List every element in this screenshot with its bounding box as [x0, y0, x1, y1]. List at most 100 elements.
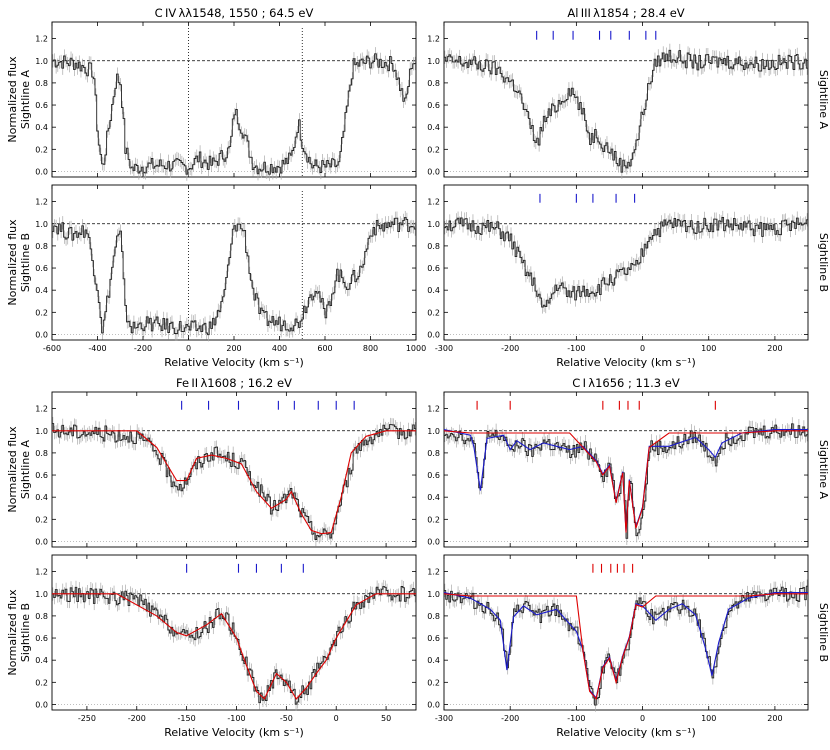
y-tick-label: 1.2: [427, 568, 440, 577]
panel: 0.0 0.2 0.4 0.6 0.8 1.0 1.2 -600 -400 -200 0 200 400…: [6, 184, 426, 353]
y-tick-label: 0.0: [427, 167, 440, 176]
sightline-label-right: Sightline A: [817, 70, 830, 130]
y-tick-label: 0.0: [35, 330, 48, 339]
y-tick-label: 1.0: [427, 220, 440, 229]
x-axis-label: Relative Velocity (km s⁻¹): [556, 726, 696, 739]
x-tick-label: -100: [567, 344, 585, 353]
fit-curve-red: [52, 430, 416, 535]
y-tick-label: 0.0: [427, 537, 440, 546]
x-tick-label: -200: [501, 344, 519, 353]
y-axis-label: Normalized flux: [6, 426, 19, 513]
panel: 0.0 0.2 0.4 0.6 0.8 1.0 1.2 Sightline A: [427, 21, 830, 179]
x-tick-label: 400: [272, 344, 287, 353]
x-tick-label: -200: [501, 714, 519, 723]
y-tick-label: 1.2: [35, 405, 48, 414]
y-tick-label: 0.6: [35, 471, 48, 480]
y-tick-label: 0.2: [427, 515, 440, 524]
y-tick-label: 0.2: [35, 308, 48, 317]
y-axis-label: Normalized flux: [6, 589, 19, 676]
x-tick-label: 800: [363, 344, 378, 353]
y-tick-label: 1.0: [35, 427, 48, 436]
y-tick-label: 0.8: [427, 242, 440, 251]
flux-spectrum: [444, 217, 808, 308]
y-tick-label: 1.0: [35, 220, 48, 229]
x-tick-label: -200: [128, 714, 146, 723]
y-tick-label: 0.4: [427, 493, 440, 502]
y-tick-label: 0.8: [35, 612, 48, 621]
plot-frame: [51, 184, 417, 341]
chart-title: C IV λλ1548, 1550 ; 64.5 eV: [155, 6, 314, 20]
flux-spectrum: [52, 423, 416, 540]
y-tick-label: 0.8: [427, 79, 440, 88]
y-tick-label: 0.2: [35, 515, 48, 524]
chart-group: Fe II λ1608 ; 16.2 eV 0.0 0.2 0.4 0.6 0.8 1.0 1…: [6, 376, 417, 739]
flux-spectrum: [52, 217, 416, 336]
panel: 0.0 0.2 0.4 0.6 0.8 1.0 1.2 -300 -200 -100 0 100 200…: [427, 554, 830, 723]
plot-frame: [443, 184, 809, 341]
y-tick-label: 1.2: [35, 198, 48, 207]
sightline-label-right: Sightline B: [817, 233, 830, 292]
y-tick-label: 0.6: [35, 101, 48, 110]
sightline-label-right: Sightline B: [817, 603, 830, 662]
x-tick-label: 200: [767, 344, 782, 353]
chart-group: C IV λλ1548, 1550 ; 64.5 eV 0.0 0.2 0.4 0.6 0…: [6, 6, 426, 369]
y-tick-label: 0.4: [427, 286, 440, 295]
panel: 0.0 0.2 0.4 0.6 0.8 1.0 1.2 -250 -200 -150 -100 -50…: [6, 554, 417, 723]
x-tick-label: -600: [43, 344, 61, 353]
x-tick-label: -200: [134, 344, 152, 353]
y-tick-label: 0.6: [427, 264, 440, 273]
y-tick-label: 1.0: [427, 57, 440, 66]
y-tick-label: 0.4: [35, 123, 48, 132]
y-tick-label: 0.6: [427, 101, 440, 110]
x-tick-label: 200: [767, 714, 782, 723]
chart-group: Al III λ1854 ; 28.4 eV 0.0 0.2 0.4 0.6 0.8 1.0…: [427, 6, 830, 369]
chart-title: Al III λ1854 ; 28.4 eV: [567, 6, 684, 20]
y-tick-label: 1.0: [427, 427, 440, 436]
panel: 0.0 0.2 0.4 0.6 0.8 1.0 1.2 Normalized flux Sigh…: [6, 21, 417, 181]
x-tick-label: -50: [280, 714, 293, 723]
y-tick-label: 1.2: [427, 405, 440, 414]
y-tick-label: 1.2: [427, 198, 440, 207]
x-tick-label: -300: [435, 714, 453, 723]
plot-frame: [443, 21, 809, 178]
y-tick-label: 0.4: [35, 493, 48, 502]
y-tick-label: 0.6: [35, 634, 48, 643]
y-tick-label: 0.0: [427, 330, 440, 339]
sightline-label: Sightline A: [19, 439, 32, 499]
plot-frame: [51, 391, 417, 548]
y-axis-label: Normalized flux: [6, 56, 19, 143]
x-tick-label: -100: [227, 714, 245, 723]
x-tick-label: 100: [701, 344, 716, 353]
x-tick-label: 0: [640, 344, 645, 353]
y-tick-label: 0.6: [427, 634, 440, 643]
x-tick-label: 0: [334, 714, 339, 723]
y-tick-label: 0.8: [35, 79, 48, 88]
y-tick-label: 0.2: [427, 678, 440, 687]
y-tick-label: 0.6: [427, 471, 440, 480]
chart-title: Fe II λ1608 ; 16.2 eV: [176, 376, 292, 390]
y-tick-label: 0.2: [35, 678, 48, 687]
sightline-label: Sightline B: [19, 603, 32, 662]
panel: 0.0 0.2 0.4 0.6 0.8 1.0 1.2 Normalized flux Sigh…: [6, 391, 417, 548]
y-tick-label: 0.8: [35, 242, 48, 251]
y-tick-label: 1.0: [35, 590, 48, 599]
y-tick-label: 0.2: [427, 308, 440, 317]
x-tick-label: 50: [381, 714, 391, 723]
chart-title: C I λ1656 ; 11.3 eV: [572, 376, 680, 390]
y-tick-label: 0.4: [427, 656, 440, 665]
x-tick-label: -250: [78, 714, 96, 723]
fit-curve-red: [443, 430, 808, 533]
x-tick-label: 1000: [406, 344, 426, 353]
sightline-label: Sightline B: [19, 233, 32, 292]
x-tick-label: 0: [186, 344, 191, 353]
x-axis-label: Relative Velocity (km s⁻¹): [164, 726, 304, 739]
y-axis-label: Normalized flux: [6, 219, 19, 306]
sightline-label-right: Sightline A: [817, 440, 830, 500]
y-tick-label: 0.0: [35, 537, 48, 546]
x-tick-label: -100: [567, 714, 585, 723]
flux-spectrum: [444, 49, 808, 173]
flux-spectrum: [52, 53, 416, 175]
x-tick-label: 0: [640, 714, 645, 723]
panel: 0.0 0.2 0.4 0.6 0.8 1.0 1.2 -300 -200 -100 0 100 200…: [427, 184, 830, 353]
fit-curve-red: [443, 593, 808, 701]
